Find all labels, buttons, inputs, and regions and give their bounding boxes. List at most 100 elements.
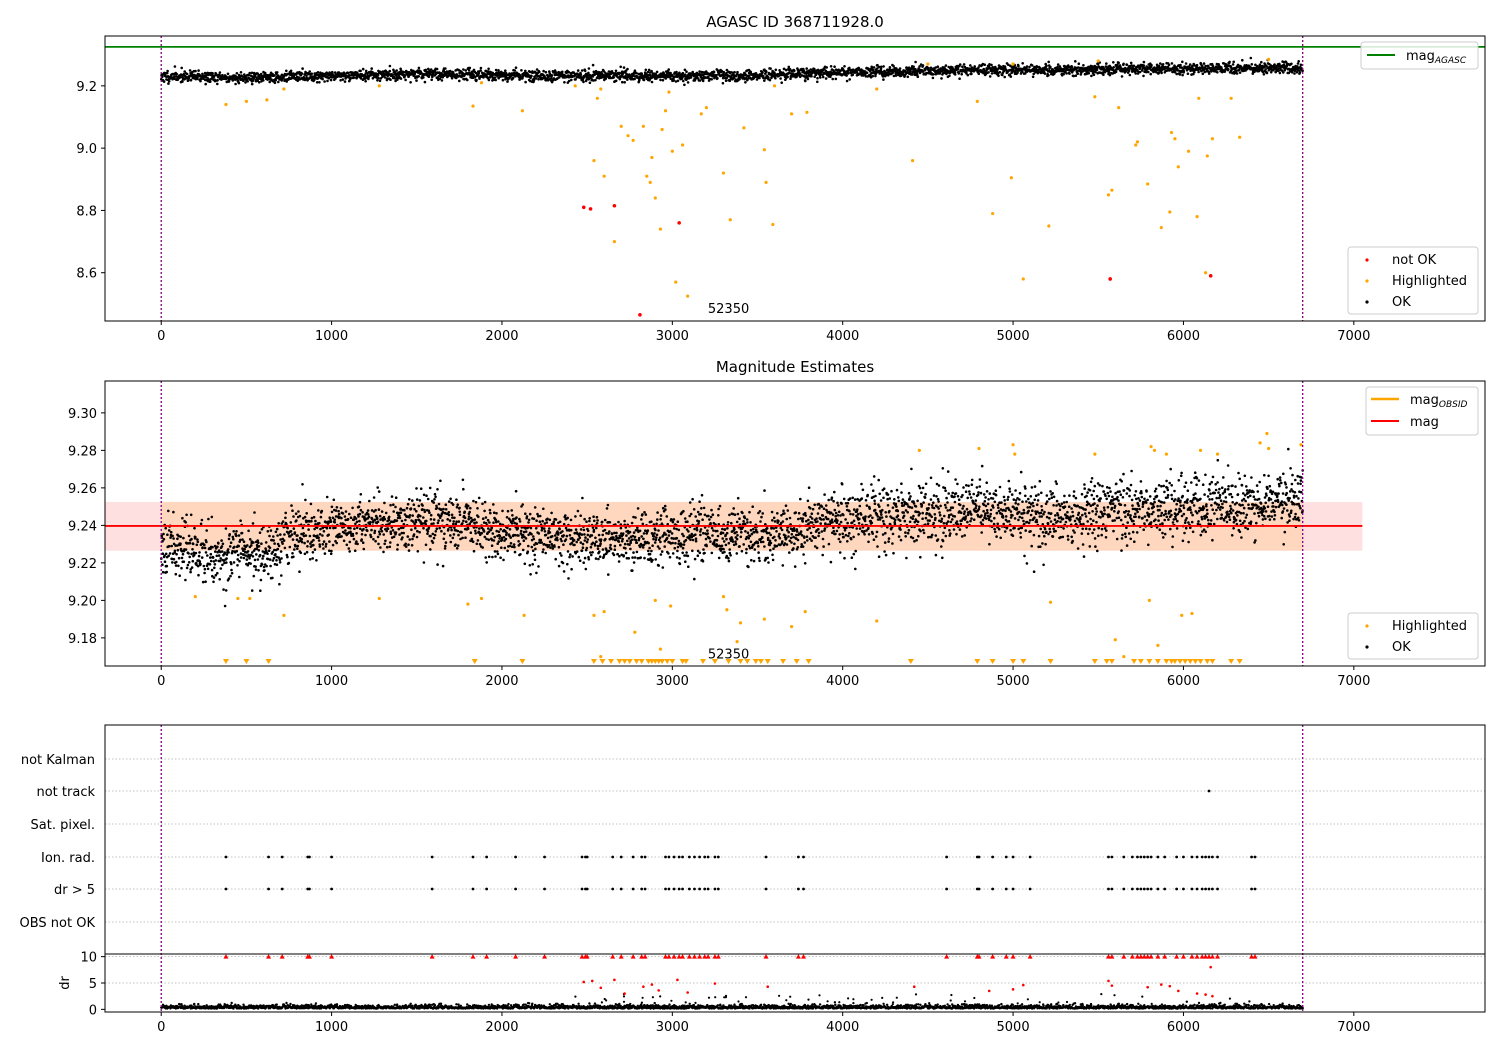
ok-point — [250, 71, 254, 75]
ok-point — [359, 508, 363, 512]
ok-point — [769, 67, 772, 70]
ok-point — [550, 73, 553, 77]
ok-point — [432, 522, 435, 525]
ok-point — [540, 529, 544, 532]
ok-point — [500, 546, 503, 549]
ok-point — [1031, 75, 1035, 79]
ok-point — [392, 510, 396, 513]
ok-point — [495, 529, 499, 533]
ok-point — [640, 72, 643, 75]
ok-point — [484, 516, 488, 519]
ok-point — [248, 538, 252, 541]
ok-point — [805, 67, 808, 70]
ok-point — [443, 547, 447, 550]
ok-point — [493, 550, 497, 553]
highlighted-point — [789, 112, 794, 116]
ok-point — [615, 531, 618, 535]
ok-point — [313, 548, 317, 551]
highlighted-point — [1197, 96, 1201, 100]
ok-point — [185, 72, 189, 76]
ok-point — [411, 537, 414, 541]
ok-point — [534, 547, 537, 551]
ok-point — [825, 66, 828, 69]
ok-point — [227, 537, 231, 541]
ok-point — [544, 551, 547, 555]
ok-point — [197, 554, 201, 558]
ok-point — [557, 545, 561, 549]
ok-point — [898, 67, 902, 70]
ok-point — [448, 519, 452, 522]
ok-point — [554, 557, 557, 561]
ok-point — [257, 541, 260, 544]
ok-point — [449, 497, 452, 501]
ok-point — [429, 548, 432, 551]
ok-point — [290, 504, 293, 507]
ok-point — [346, 517, 350, 521]
ok-point — [404, 545, 408, 548]
ok-point — [389, 541, 392, 544]
ok-point — [480, 531, 484, 535]
ok-point — [388, 69, 392, 73]
ok-point — [458, 510, 462, 514]
ok-point — [478, 542, 482, 546]
ok-point — [422, 526, 425, 530]
ok-point — [432, 501, 436, 504]
ok-point — [594, 557, 598, 560]
ok-point — [1120, 75, 1124, 78]
ok-point — [220, 550, 224, 553]
highlighted-point — [1205, 154, 1209, 158]
ok-point — [623, 81, 626, 84]
ok-point — [633, 77, 636, 81]
ok-point — [330, 510, 334, 514]
ok-point — [492, 503, 495, 506]
ok-point — [415, 509, 418, 513]
ok-point — [315, 559, 318, 562]
ok-point — [490, 544, 494, 547]
ok-point — [399, 511, 403, 514]
ok-point — [200, 556, 204, 559]
ok-point — [1232, 60, 1235, 64]
ok-point — [437, 519, 440, 522]
not-ok-point — [1108, 277, 1112, 281]
ok-point — [442, 507, 445, 511]
ok-point — [948, 74, 951, 78]
highlighted-point — [265, 98, 269, 102]
ok-point — [433, 533, 437, 537]
ok-point — [325, 495, 329, 499]
ok-point — [335, 541, 339, 545]
ok-point — [483, 500, 487, 504]
ok-point — [1114, 70, 1118, 73]
ok-point — [510, 545, 514, 548]
ok-point — [235, 534, 238, 538]
ok-point — [1082, 64, 1085, 67]
ok-point — [586, 73, 590, 77]
ok-point — [498, 522, 502, 526]
ok-point — [409, 81, 412, 84]
ok-point — [296, 544, 300, 548]
ok-point — [181, 552, 185, 556]
ok-point — [201, 580, 205, 584]
ok-point — [191, 548, 194, 551]
ok-point — [593, 544, 597, 547]
ok-point — [205, 540, 208, 544]
ok-point — [389, 532, 393, 535]
ok-point — [341, 78, 345, 81]
ok-point — [423, 510, 427, 514]
ok-point — [406, 502, 410, 506]
ok-point — [352, 518, 356, 522]
ok-point — [597, 557, 600, 561]
ok-point — [586, 529, 590, 533]
ok-point — [486, 518, 490, 522]
ok-point — [167, 544, 171, 548]
ok-point — [473, 518, 477, 521]
ok-point — [538, 70, 541, 74]
ok-point — [518, 517, 521, 521]
ok-point — [458, 506, 461, 510]
ok-point — [432, 536, 436, 540]
ok-point — [341, 512, 345, 515]
ok-point — [484, 556, 488, 559]
ok-point — [164, 552, 168, 556]
ok-point — [257, 569, 260, 572]
ok-point — [489, 511, 492, 515]
